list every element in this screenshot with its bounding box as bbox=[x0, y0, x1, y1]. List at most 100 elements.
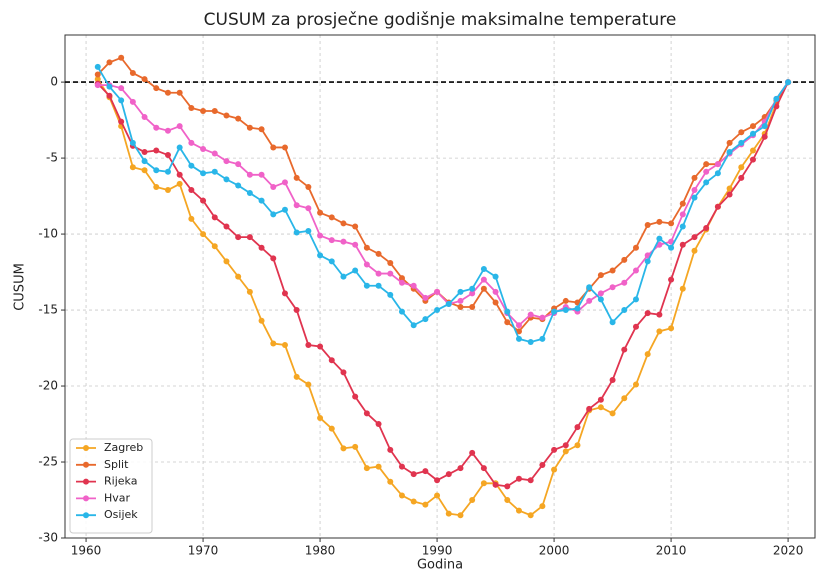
data-point bbox=[235, 234, 242, 241]
data-point bbox=[703, 179, 710, 186]
data-point bbox=[188, 187, 195, 194]
data-point bbox=[352, 241, 359, 248]
data-point bbox=[527, 477, 534, 484]
data-point bbox=[515, 475, 522, 482]
data-point bbox=[551, 446, 558, 453]
data-point bbox=[457, 465, 464, 472]
data-point bbox=[176, 171, 183, 178]
data-point bbox=[492, 481, 499, 488]
data-point bbox=[562, 448, 569, 455]
data-point bbox=[597, 290, 604, 297]
data-point bbox=[668, 276, 675, 283]
x-tick-label: 1990 bbox=[422, 544, 453, 558]
data-point bbox=[551, 466, 558, 473]
data-point bbox=[363, 465, 370, 472]
data-point bbox=[609, 267, 616, 274]
data-point bbox=[258, 317, 265, 324]
y-axis-label: CUSUM bbox=[13, 263, 28, 311]
data-point bbox=[621, 395, 628, 402]
data-point bbox=[305, 205, 312, 212]
data-point bbox=[574, 442, 581, 449]
data-point bbox=[94, 76, 101, 83]
data-point bbox=[457, 512, 464, 519]
data-point bbox=[714, 203, 721, 210]
data-point bbox=[445, 471, 452, 478]
data-point bbox=[141, 158, 148, 165]
legend-label: Osijek bbox=[104, 508, 138, 521]
data-point bbox=[422, 468, 429, 475]
data-point bbox=[387, 446, 394, 453]
data-point bbox=[539, 462, 546, 469]
data-point bbox=[703, 224, 710, 231]
data-point bbox=[200, 170, 207, 177]
data-point bbox=[434, 477, 441, 484]
data-point bbox=[656, 218, 663, 225]
data-point bbox=[94, 71, 101, 78]
data-point bbox=[129, 139, 136, 146]
data-point bbox=[597, 296, 604, 303]
legend-marker bbox=[83, 495, 89, 502]
data-point bbox=[176, 144, 183, 151]
data-point bbox=[504, 308, 511, 315]
data-point bbox=[749, 156, 756, 163]
data-point bbox=[246, 190, 253, 197]
data-point bbox=[691, 194, 698, 201]
data-point bbox=[375, 250, 382, 257]
data-point bbox=[504, 497, 511, 504]
data-point bbox=[141, 114, 148, 121]
data-point bbox=[726, 139, 733, 146]
data-point bbox=[328, 258, 335, 265]
x-tick-label: 2000 bbox=[539, 544, 570, 558]
data-point bbox=[200, 231, 207, 238]
data-point bbox=[293, 174, 300, 181]
data-point bbox=[679, 241, 686, 248]
data-point bbox=[551, 308, 558, 315]
data-point bbox=[562, 297, 569, 304]
data-point bbox=[317, 209, 324, 216]
data-point bbox=[644, 351, 651, 358]
data-point bbox=[679, 223, 686, 230]
data-point bbox=[422, 501, 429, 508]
data-point bbox=[609, 319, 616, 326]
data-point bbox=[387, 291, 394, 298]
data-point bbox=[293, 373, 300, 380]
data-point bbox=[656, 311, 663, 318]
data-point bbox=[270, 255, 277, 262]
data-point bbox=[317, 343, 324, 350]
data-point bbox=[352, 267, 359, 274]
data-point bbox=[621, 256, 628, 263]
data-point bbox=[515, 335, 522, 342]
data-point bbox=[328, 357, 335, 364]
data-point bbox=[668, 325, 675, 332]
data-point bbox=[235, 182, 242, 189]
data-point bbox=[480, 276, 487, 283]
data-point bbox=[293, 307, 300, 314]
data-point bbox=[387, 478, 394, 485]
series-line bbox=[97, 81, 789, 488]
data-point bbox=[457, 304, 464, 311]
data-point bbox=[621, 307, 628, 314]
data-point bbox=[597, 404, 604, 411]
data-point bbox=[188, 139, 195, 146]
data-point bbox=[235, 115, 242, 122]
data-point bbox=[153, 147, 160, 154]
data-point bbox=[668, 220, 675, 227]
data-point bbox=[211, 214, 218, 221]
x-axis-label: Godina bbox=[417, 558, 463, 572]
data-point bbox=[223, 158, 230, 165]
data-point bbox=[632, 244, 639, 251]
data-point bbox=[761, 133, 768, 140]
data-point bbox=[539, 503, 546, 510]
data-point bbox=[703, 168, 710, 175]
data-point bbox=[434, 492, 441, 499]
data-point bbox=[258, 244, 265, 251]
data-point bbox=[621, 346, 628, 353]
data-point bbox=[129, 98, 136, 105]
data-point bbox=[176, 180, 183, 187]
data-point bbox=[480, 480, 487, 487]
data-point bbox=[188, 104, 195, 111]
data-point bbox=[141, 76, 148, 83]
data-point bbox=[106, 83, 113, 90]
chart-title: CUSUM za prosječne godišnje maksimalne t… bbox=[204, 10, 677, 30]
